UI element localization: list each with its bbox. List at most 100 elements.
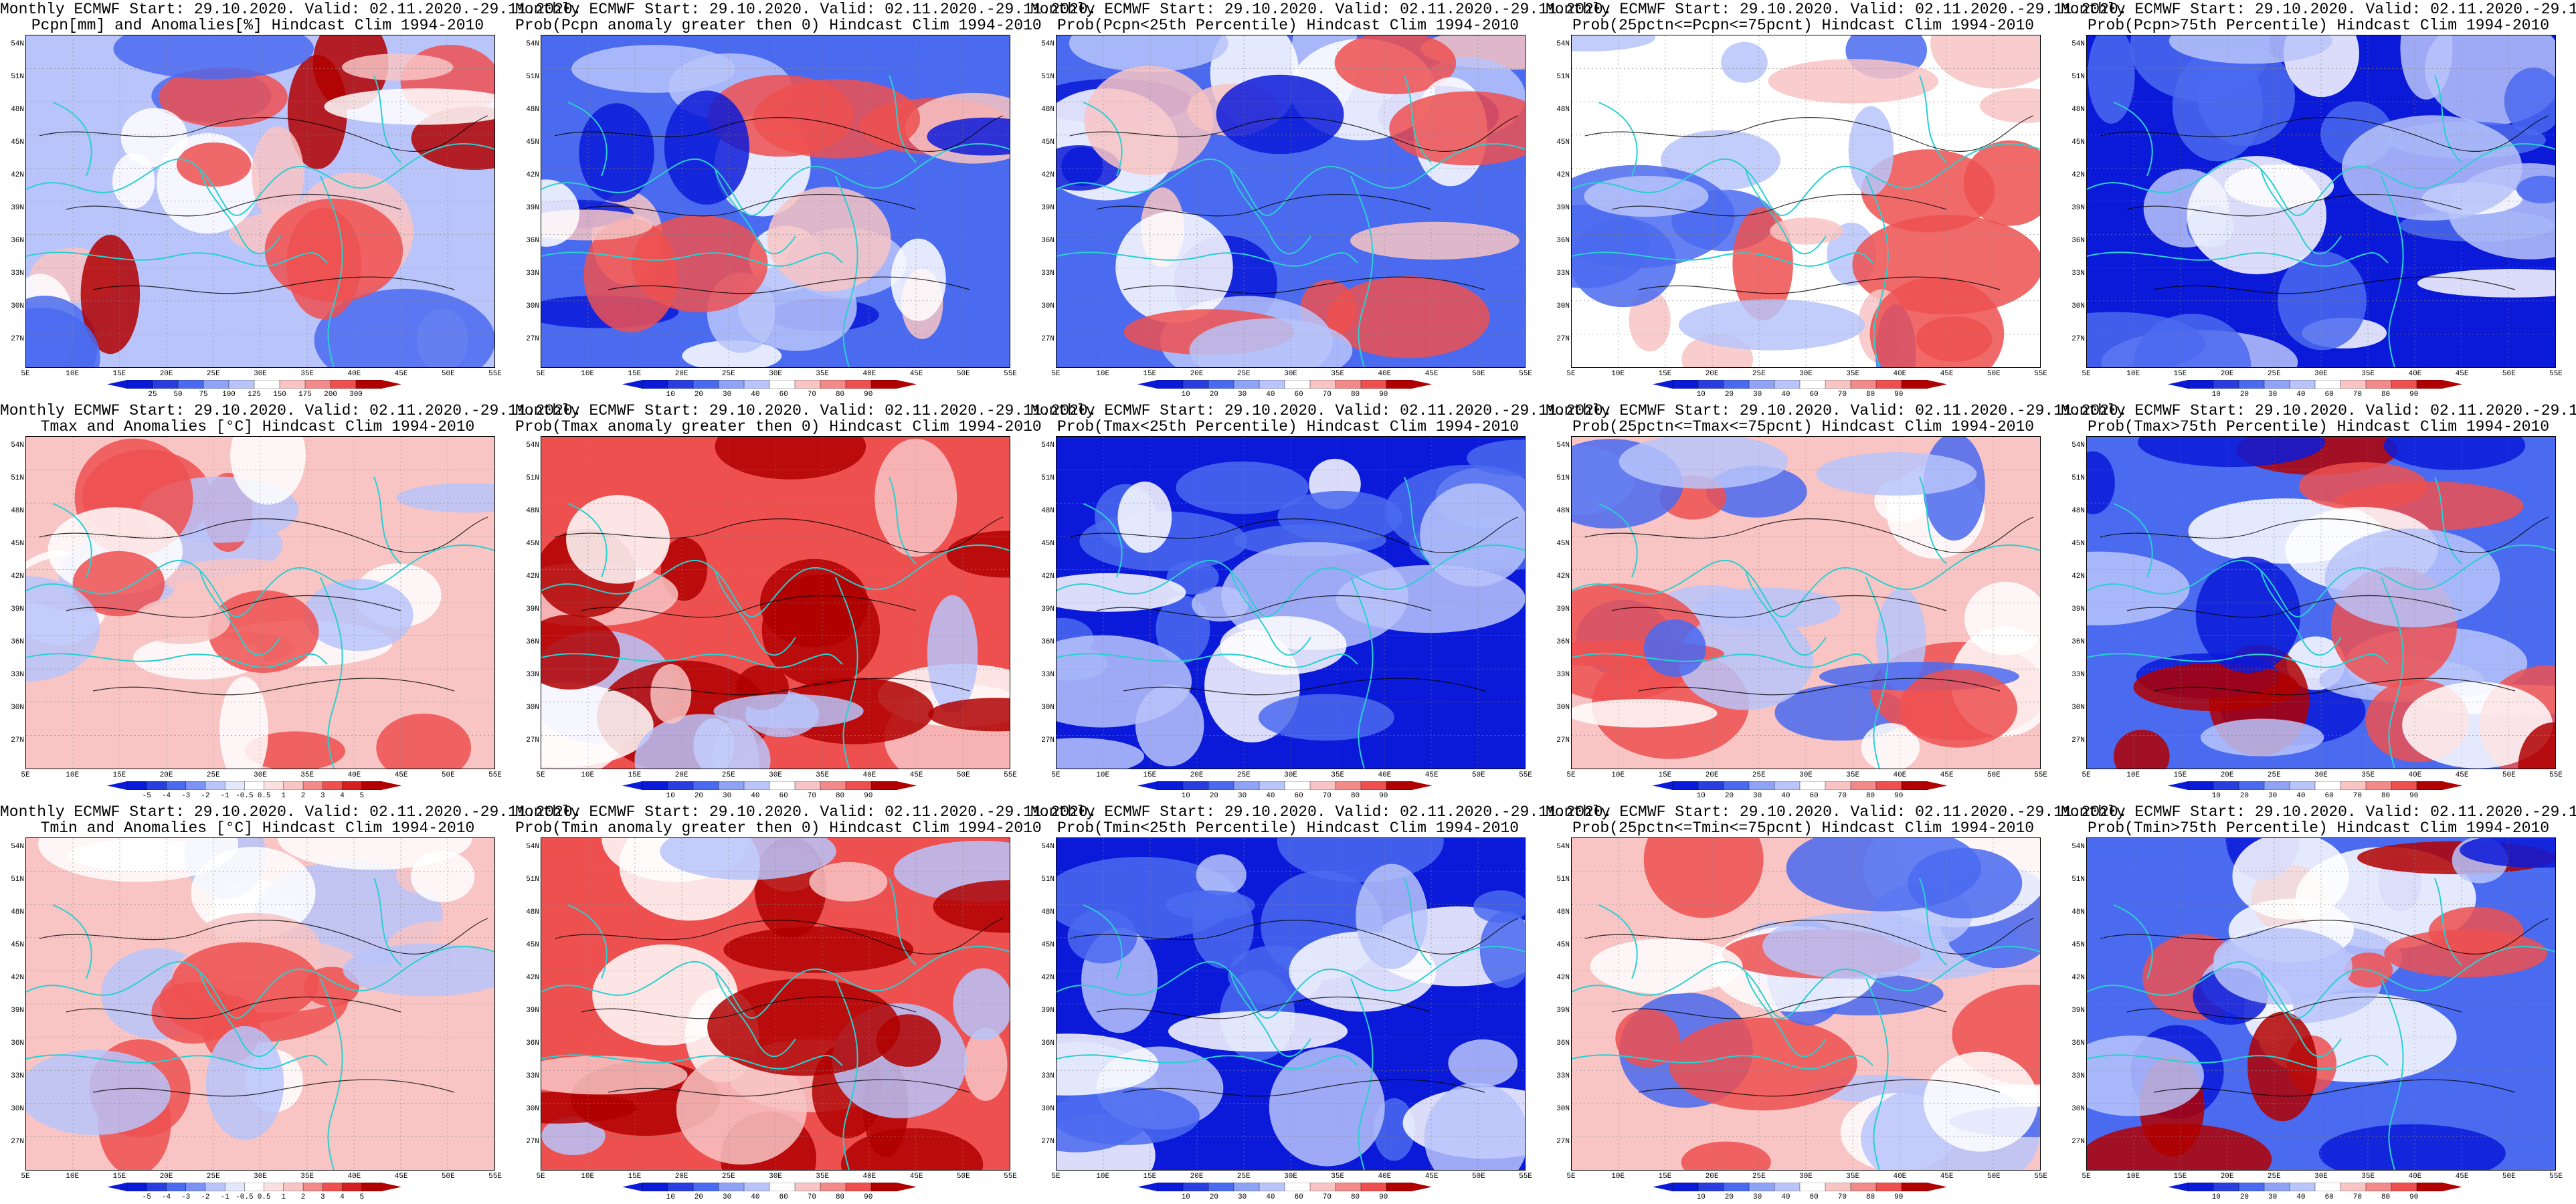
map-panel: Monthly ECMWF Start: 29.10.2020. Valid: …: [0, 803, 582, 1204]
colorbar-swatch: [1284, 1183, 1311, 1191]
lon-label: 45E: [909, 1173, 923, 1181]
lat-label: 39N: [1556, 605, 1570, 613]
lon-label: 35E: [816, 370, 830, 378]
colorbar-swatch: [820, 380, 846, 389]
colorbar-swatch: [1901, 380, 1928, 389]
contour-line: [1584, 115, 2034, 294]
colorbar: [107, 1183, 401, 1191]
lat-label: 54N: [1556, 843, 1570, 851]
lon-label: 5E: [536, 771, 545, 779]
colorbar-arrow-left: [1137, 1183, 1158, 1191]
colorbar-swatch: [166, 1183, 187, 1191]
coastline: [26, 476, 494, 769]
colorbar-swatch: [342, 781, 363, 790]
colorbar-arrow-right: [1412, 781, 1432, 790]
lon-label: 35E: [2361, 771, 2375, 779]
colorbar-swatch: [1799, 380, 1826, 389]
lon-label: 5E: [1051, 370, 1061, 378]
colorbar-swatch: [794, 1183, 821, 1191]
map-panel: Monthly ECMWF Start: 29.10.2020. Valid: …: [2061, 0, 2576, 401]
colorbar-tick-label: 3: [320, 792, 325, 800]
lon-label: 40E: [1378, 370, 1392, 378]
colorbar-arrow-right: [2442, 1183, 2462, 1191]
forecast-map: [541, 837, 1010, 1171]
colorbar-swatch: [2289, 1183, 2316, 1191]
colorbar-tick-label: 90: [864, 792, 873, 800]
colorbar-swatch: [1360, 1183, 1387, 1191]
lat-label: 36N: [1556, 638, 1570, 646]
lon-label: 35E: [1331, 1173, 1345, 1181]
lon-label: 35E: [1331, 370, 1345, 378]
field-blob: [1350, 221, 1520, 260]
colorbar-swatch: [264, 781, 284, 790]
lat-label: 36N: [526, 638, 539, 646]
field-blob: [650, 664, 692, 724]
field-blob: [2383, 437, 2526, 470]
field-blob: [928, 698, 1010, 732]
lat-label: 27N: [2072, 1138, 2085, 1146]
colorbar-swatch: [152, 380, 179, 389]
colorbar-tick-label: 40: [1781, 792, 1790, 800]
field-blob: [113, 35, 314, 80]
colorbar-tick-label: 2: [300, 1193, 306, 1201]
field-blob: [1619, 437, 1788, 489]
lon-label: 30E: [1799, 771, 1813, 779]
colorbar-swatch: [1901, 1183, 1928, 1191]
colorbar-swatch: [2340, 781, 2367, 790]
colorbar-tick-label: 70: [807, 391, 816, 399]
field-blob: [1869, 276, 2005, 367]
lon-label: 30E: [254, 771, 267, 779]
colorbar-tick-label: 10: [1181, 391, 1190, 399]
colorbar-tick-label: 60: [2324, 792, 2334, 800]
lon-label: 40E: [862, 1173, 877, 1181]
lat-label: 51N: [11, 876, 24, 884]
lon-label: 45E: [1940, 771, 1954, 779]
colorbar-tick-label: 90: [2409, 1193, 2419, 1201]
field-blob: [541, 179, 580, 247]
colorbar-tick-label: 0.5: [257, 1193, 271, 1201]
lon-label: 10E: [66, 771, 80, 779]
field-blob: [1572, 698, 1718, 728]
colorbar-tick-label: 70: [2353, 391, 2362, 399]
field-blob: [80, 235, 141, 355]
colorbar-tick-label: 70: [1322, 1193, 1331, 1201]
colorbar-swatch: [1697, 1183, 1724, 1191]
lat-label: 51N: [11, 73, 24, 81]
coastline: [2087, 476, 2555, 769]
lon-label: 45E: [2455, 1173, 2469, 1181]
field-blob: [541, 1116, 606, 1155]
colorbar: [107, 380, 401, 389]
colorbar-arrow-left: [1653, 781, 1673, 790]
lat-label: 54N: [526, 843, 539, 851]
field-blob: [876, 1014, 941, 1067]
field-blob: [541, 614, 620, 690]
panel-subtitle: Pcpn[mm] and Anomalies[%] Hindcast Clim …: [31, 17, 484, 34]
lat-label: 30N: [2072, 302, 2085, 310]
panel-title: Monthly ECMWF Start: 29.10.2020. Valid: …: [0, 402, 582, 419]
lat-label: 45N: [526, 138, 539, 146]
lon-label: 25E: [2267, 1173, 2281, 1181]
lat-label: 33N: [1041, 1072, 1054, 1080]
lat-label: 36N: [2072, 1039, 2085, 1047]
contour-line: [2100, 918, 2549, 1097]
lat-label: 45N: [1041, 138, 1054, 146]
lat-label: 33N: [1556, 671, 1570, 679]
map-panel: Monthly ECMWF Start: 29.10.2020. Valid: …: [1030, 401, 1613, 803]
colorbar-tick-label: 1: [281, 792, 286, 800]
field-blob: [541, 1092, 638, 1124]
lat-label: 39N: [1556, 204, 1570, 212]
colorbar-swatch: [2187, 1183, 2214, 1191]
lon-label: 50E: [956, 771, 970, 779]
forecast-map: [1056, 436, 1526, 769]
colorbar-tick-label: 175: [298, 391, 312, 399]
lon-label: 25E: [1752, 771, 1766, 779]
colorbar-swatch: [205, 781, 225, 790]
lon-label: 5E: [21, 370, 30, 378]
colorbar-tick-label: 30: [1238, 792, 1247, 800]
lat-label: 51N: [2072, 474, 2085, 482]
colorbar-swatch: [2365, 1183, 2392, 1191]
field-blob: [2172, 50, 2264, 162]
lon-label: 30E: [2314, 370, 2328, 378]
field-blob: [1196, 854, 1247, 896]
